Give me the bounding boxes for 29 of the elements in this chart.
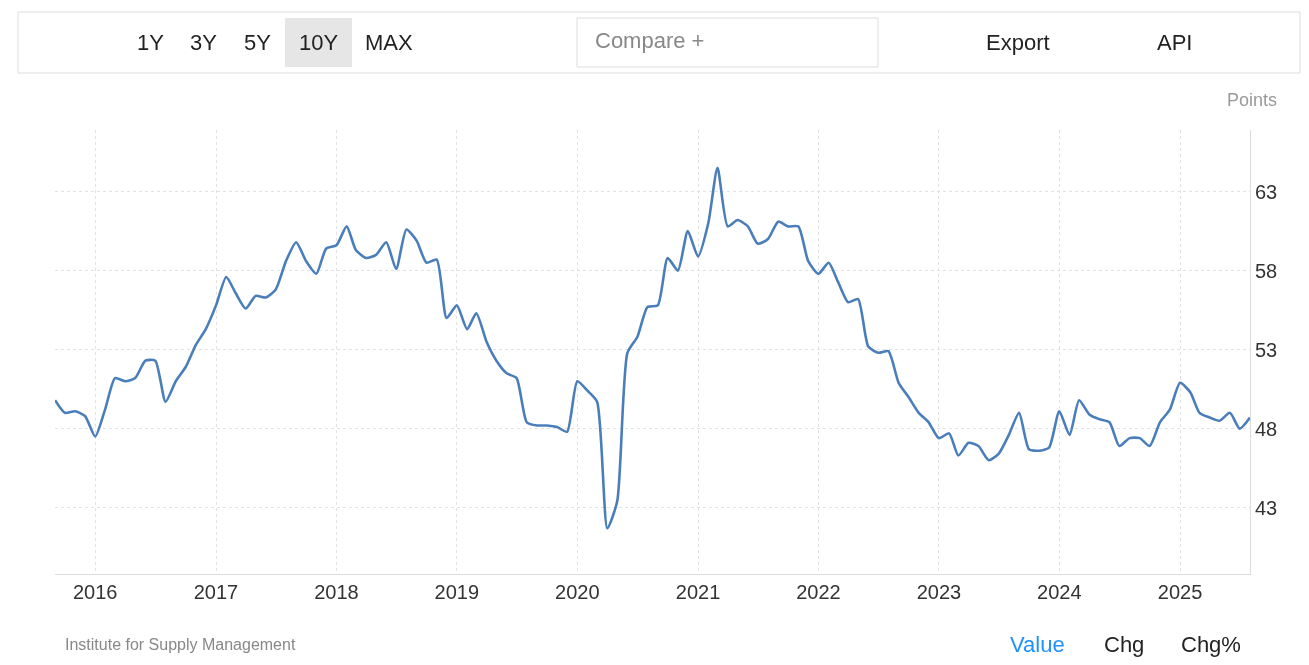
text: Chg% (1181, 632, 1241, 657)
text: API (1157, 30, 1193, 55)
x-tick-label: 2016 (73, 581, 118, 603)
text: 5Y (244, 30, 272, 55)
x-tick-label: 2025 (1157, 581, 1203, 603)
x-tick-label: 2017 (193, 581, 239, 603)
x-tick-label: 2024 (1037, 581, 1082, 603)
x-tick-label: 2021 (675, 581, 721, 603)
line-series (55, 166, 1250, 530)
text: Chg (1104, 632, 1145, 657)
text: Compare + (595, 28, 705, 53)
x-tick-label: 2023 (916, 581, 962, 603)
x-tick-label: 2020 (555, 581, 600, 603)
y-axis-title: Points (1227, 90, 1278, 110)
y-tick-label: 48 (1255, 417, 1278, 440)
text: Export (986, 30, 1050, 55)
text: Institute for Supply Management (65, 636, 296, 653)
y-tick-label: 63 (1255, 180, 1278, 203)
y-tick-label: 43 (1255, 496, 1278, 519)
y-tick-label: 53 (1255, 338, 1278, 361)
x-tick-label: 2022 (796, 581, 841, 603)
y-tick-label: 58 (1255, 259, 1278, 282)
text: MAX (365, 30, 413, 55)
x-tick-label: 2019 (434, 581, 480, 603)
text: 10Y (299, 30, 339, 55)
x-tick-label: 2018 (314, 581, 359, 603)
text: 1Y (137, 30, 165, 55)
text: Value (1010, 632, 1065, 657)
text: 3Y (190, 30, 218, 55)
